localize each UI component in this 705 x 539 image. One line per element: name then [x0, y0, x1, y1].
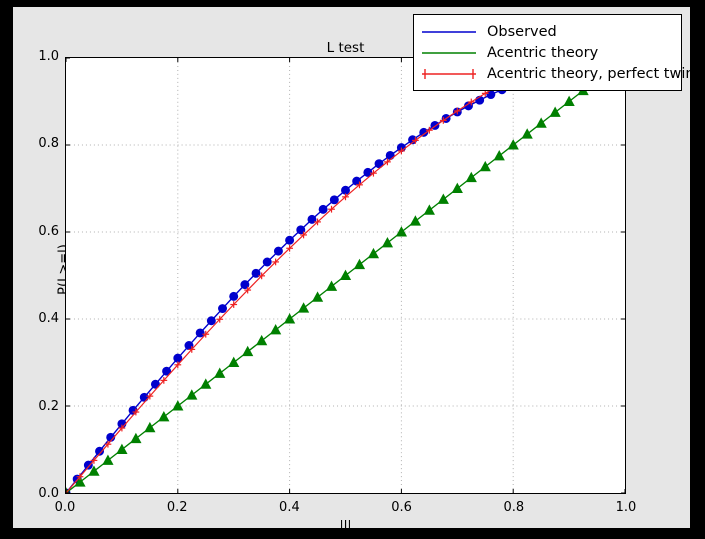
series-acentric-theory	[66, 68, 625, 493]
legend-label: Acentric theory, perfect twin	[487, 65, 695, 82]
series-acentric-theory-perfect-twin	[66, 73, 528, 493]
x-tick-label: 1.0	[615, 500, 637, 515]
x-tick-label: 0.4	[279, 500, 300, 515]
y-tick-label: 0.6	[38, 223, 59, 239]
legend-swatch-observed	[420, 25, 478, 39]
legend-item[interactable]: Observed	[420, 21, 673, 42]
x-axis-label: |l|	[339, 519, 352, 534]
legend-item[interactable]: Acentric theory, perfect twin	[420, 63, 695, 84]
x-tick-label: 0.8	[503, 500, 525, 515]
figure-canvas: L test |l| P(L>=l) 0.0 0.2 0.4 0.6 0.8 1.0 0.0…	[13, 7, 695, 534]
plot-svg	[66, 58, 625, 493]
legend-swatch-perfect-twin	[420, 67, 478, 81]
y-tick-label: 0.0	[38, 486, 59, 501]
plot-area	[65, 57, 626, 494]
legend-label: Acentric theory	[487, 44, 599, 61]
chart-legend: Observed Acentric theory Acentric theory…	[413, 14, 695, 91]
y-tick-label: 0.4	[38, 311, 59, 327]
tick-layer	[66, 58, 625, 493]
x-tick-label: 0.6	[391, 500, 412, 515]
legend-label: Observed	[487, 23, 557, 40]
chart-title: L test	[326, 40, 365, 56]
y-tick-label: 0.2	[38, 398, 59, 414]
x-tick-label: 0.2	[166, 500, 188, 515]
y-tick-label: 1.0	[38, 49, 59, 64]
series-layer	[66, 68, 625, 493]
legend-item[interactable]: Acentric theory	[420, 42, 673, 63]
series-observed	[66, 73, 552, 493]
legend-swatch-acentric-theory	[420, 46, 478, 60]
grid-layer	[66, 58, 625, 493]
y-tick-label: 0.8	[38, 136, 59, 152]
x-tick-label: 0.0	[54, 500, 76, 515]
